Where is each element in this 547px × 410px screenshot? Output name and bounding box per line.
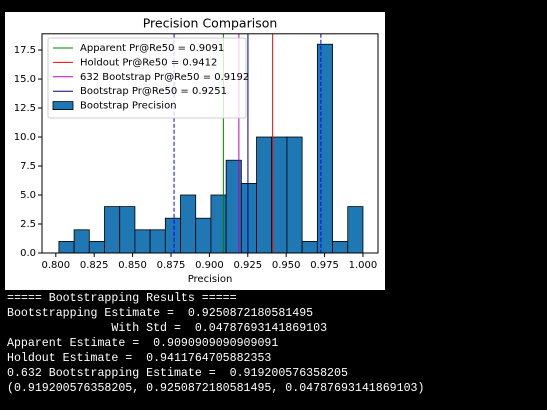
x-tick-label: 0.825 (80, 260, 109, 271)
x-tick-label: 0.975 (310, 260, 339, 271)
x-tick-label: 0.800 (42, 260, 71, 271)
legend-label: Apparent Pr@Re50 = 0.9091 (80, 43, 224, 54)
plot-frame (41, 33, 379, 254)
y-tick-label: 15.0 (14, 74, 36, 85)
y-tick-label: 7.5 (20, 161, 36, 172)
y-tick-label: 12.5 (14, 103, 36, 114)
bar (316, 43, 333, 254)
bar (271, 136, 288, 254)
x-axis-label: Precision (188, 274, 233, 285)
bar (180, 194, 197, 254)
console-line: 0.632 Bootstrapping Estimate = 0.9192005… (7, 367, 348, 380)
x-tick-label: 0.875 (157, 260, 186, 271)
console-line: ===== Bootstrapping Results ===== (7, 292, 237, 305)
legend-label: 632 Bootstrap Pr@Re50 = 0.9192 (80, 72, 249, 83)
bar (58, 241, 75, 254)
bar (149, 229, 166, 254)
y-tick-label: 10.0 (14, 132, 36, 143)
bar (301, 241, 318, 254)
bar (134, 229, 151, 254)
bar (286, 136, 303, 254)
bar (332, 241, 349, 254)
console-line: Apparent Estimate = 0.9090909090909091 (7, 337, 278, 350)
bar (88, 241, 105, 254)
bar (73, 229, 90, 254)
console-line: (0.919200576358205, 0.9250872180581495, … (7, 382, 424, 395)
chart-title: Precision Comparison (143, 16, 278, 31)
legend-label: Holdout Pr@Re50 = 0.9412 (80, 57, 217, 68)
legend-label: Bootstrap Pr@Re50 = 0.9251 (80, 86, 227, 97)
legend-box (47, 37, 247, 119)
x-tick-label: 0.900 (195, 260, 224, 271)
console-line: With Std = 0.04787693141869103 (7, 322, 327, 335)
y-tick-label: 0.0 (20, 248, 36, 259)
y-tick-label: 2.5 (20, 219, 36, 230)
x-tick-label: 0.950 (272, 260, 301, 271)
bar (104, 206, 121, 254)
y-tick-label: 17.5 (14, 45, 36, 56)
bar (256, 136, 273, 254)
y-tick-label: 5.0 (20, 190, 36, 201)
legend-label: Bootstrap Precision (80, 101, 177, 112)
bar (347, 206, 364, 254)
x-tick-label: 0.850 (118, 260, 147, 271)
bar (164, 217, 181, 254)
console-line: Bootstrapping Estimate = 0.9250872180581… (7, 307, 313, 320)
bar (240, 183, 257, 254)
legend-swatch (52, 101, 74, 110)
bar (119, 206, 136, 254)
console-line: Holdout Estimate = 0.9411764705882353 (7, 352, 271, 365)
x-tick-label: 0.925 (233, 260, 262, 271)
bar (195, 217, 212, 254)
x-tick-label: 1.000 (349, 260, 378, 271)
